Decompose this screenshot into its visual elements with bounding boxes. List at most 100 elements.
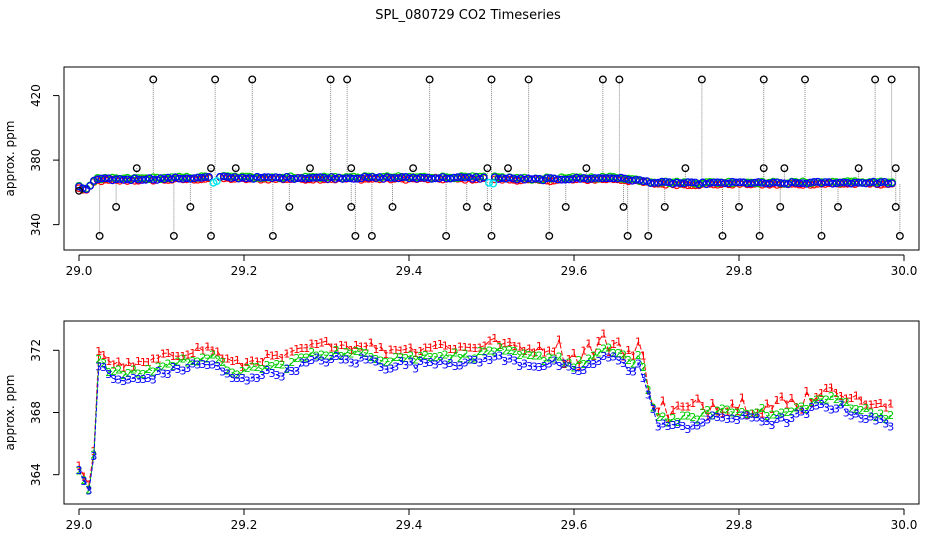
data-point-blue [312,173,321,182]
series-marker-green: 2 [160,361,167,374]
data-point-cyan [489,179,498,188]
series-marker-red: 1 [358,341,365,354]
series-marker-green: 2 [823,394,830,407]
series-marker-blue: 3 [457,360,464,373]
series-marker-blue: 3 [689,420,696,433]
series-marker-blue: 3 [249,372,256,385]
series-marker-blue: 3 [620,357,627,370]
data-point-blue [193,173,202,182]
series-marker-blue: 3 [774,413,781,426]
series-marker-green: 2 [264,359,271,372]
series-marker-red: 1 [580,345,587,358]
outlier-point [755,231,764,240]
series-marker-blue: 3 [382,363,389,376]
data-point-blue [97,174,106,183]
data-point-blue [505,173,514,182]
data-point-blue [624,175,633,184]
series-marker-blue: 3 [655,421,662,434]
plot-area [75,75,904,240]
series-marker-green: 2 [175,356,182,369]
series-marker-green: 2 [828,390,835,403]
series-marker-red: 1 [457,341,464,354]
y-axis-label: approx. ppm [3,375,17,451]
series-marker-blue: 3 [328,353,335,366]
data-point-blue [580,174,588,182]
series-marker-blue: 3 [318,355,325,368]
series-marker-red: 1 [600,328,607,341]
series-marker-red: 1 [808,397,815,410]
x-tick-label: 29.6 [561,264,588,278]
series-marker-green: 2 [353,345,360,358]
data-point-blue [204,172,213,181]
outlier-point [268,231,277,240]
data-point-blue [323,175,332,183]
series-marker-red: 1 [788,392,795,405]
outlier-point [132,164,141,173]
series-line-blue [78,354,892,493]
series-marker-blue: 3 [615,355,622,368]
series-marker-blue: 3 [308,354,315,367]
series-marker-red: 1 [427,342,434,355]
data-point-blue [869,177,878,186]
series-marker-green: 2 [288,356,295,369]
series-marker-red: 1 [219,352,226,365]
data-point-blue [335,173,343,182]
outlier-point [776,202,785,211]
outlier-point [801,75,809,84]
series-marker-green: 2 [675,416,682,429]
data-point-blue [342,174,351,183]
outlier-point [817,231,826,240]
data-point-blue [654,178,663,187]
series-marker-red: 1 [506,336,513,349]
series-marker-green: 2 [378,355,385,368]
series-marker-blue: 3 [887,420,894,433]
series-marker-red: 1 [813,391,820,404]
bottom-panel-co2-smoothed: 29.0 29.2 29.4 29.6 29.8 30.0 364 368 372 approx.… [3,320,920,532]
series-marker-red: 1 [313,338,320,351]
series-marker-red: 1 [283,347,290,360]
outlier-point [780,164,789,173]
data-point-blue [346,174,354,183]
data-point-blue [364,173,373,182]
series-marker-green: 2 [818,393,825,406]
data-point-blue [446,174,455,183]
series-marker-green: 2 [447,352,454,365]
series-marker-green: 2 [774,409,781,422]
series-marker-red: 1 [204,341,211,354]
series-marker-red: 1 [135,355,142,368]
series-marker-blue: 3 [491,350,498,363]
y-axis-label: approx. ppm [3,121,17,197]
data-point-green [301,172,310,181]
data-point-blue [412,174,421,183]
data-point-blue [713,178,722,187]
series-marker-green: 2 [600,343,607,356]
series-marker-blue: 3 [823,401,830,414]
series-marker-red: 1 [194,341,201,354]
series-marker-red: 1 [660,394,667,407]
data-point-blue [453,173,462,182]
series-marker-green: 2 [407,350,414,363]
series-marker-green: 2 [442,348,449,361]
series-marker-red: 1 [694,392,701,405]
data-point-blue [828,179,837,188]
data-point-blue [832,179,841,188]
series-marker-red: 1 [783,398,790,411]
series-marker-blue: 3 [427,356,434,369]
series-marker-red: 1 [734,405,741,418]
series-marker-green: 2 [467,354,474,367]
data-point-blue [379,174,388,183]
data-point-blue [372,174,380,182]
series-marker-green: 2 [318,349,325,362]
data-point-blue [153,175,161,184]
series-marker-red: 1 [576,360,583,373]
data-point-blue [138,176,147,184]
series-marker-red: 1 [699,400,706,413]
series-marker-green: 2 [625,354,632,367]
data-point-blue [528,175,536,184]
series-marker-red: 1 [115,356,122,369]
outlier-point [524,75,533,84]
series-marker-red: 1 [877,397,884,410]
series-marker-green: 2 [877,408,884,421]
series-marker-green: 2 [714,405,721,418]
outlier-point [347,202,356,211]
